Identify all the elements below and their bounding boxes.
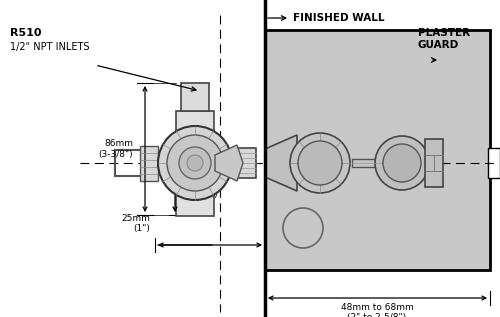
Bar [234,148,256,178]
Text: 25mm
(1"): 25mm (1") [121,214,150,233]
Circle shape [187,155,203,171]
Circle shape [298,141,342,185]
Circle shape [167,135,223,191]
Circle shape [179,147,211,179]
Text: PLASTER
GUARD: PLASTER GUARD [418,28,470,49]
Text: R510: R510 [10,28,42,38]
Text: 34mm
(1-3/8"): 34mm (1-3/8") [183,179,218,199]
Polygon shape [215,145,243,181]
Circle shape [158,126,232,200]
Text: 86mm
(3-3/8"): 86mm (3-3/8") [98,139,133,159]
Bar [140,146,158,181]
Text: 48mm to 68mm
(2" to 2-5/8"): 48mm to 68mm (2" to 2-5/8") [340,303,413,317]
Bar [265,30,490,270]
Bar [488,148,500,178]
Polygon shape [265,135,297,191]
Bar [176,111,214,216]
Circle shape [290,133,350,193]
Circle shape [383,144,421,182]
Circle shape [375,136,429,190]
Bar [181,83,209,111]
Bar [425,139,443,187]
Text: FINISHED WALL: FINISHED WALL [293,13,384,23]
Bar [352,159,387,167]
Circle shape [283,208,323,248]
Text: 1/2" NPT INLETS: 1/2" NPT INLETS [10,42,90,52]
